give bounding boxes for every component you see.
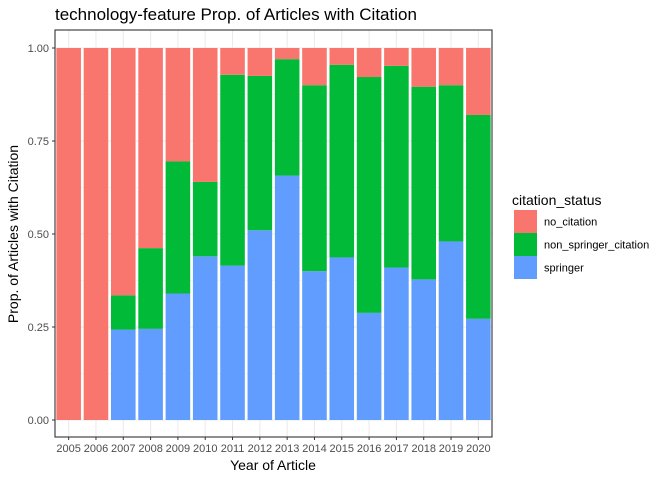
chart-title: technology-feature Prop. of Articles wit… — [55, 5, 417, 24]
x-tick-label: 2006 — [84, 443, 108, 455]
bar-non_springer_citation-2017 — [384, 65, 409, 268]
bar-no_citation-2020 — [466, 48, 491, 115]
bar-non_springer_citation-2018 — [411, 86, 437, 280]
bar-no_citation-2017 — [384, 48, 409, 66]
bar-non_springer_citation-2010 — [192, 181, 218, 257]
y-tick-label: 0.00 — [28, 415, 49, 427]
bar-non_springer_citation-2015 — [329, 64, 355, 258]
legend-label-non_springer_citation: non_springer_citation — [544, 240, 649, 252]
y-tick-label: 0.25 — [28, 322, 49, 334]
bar-no_citation-2006 — [83, 48, 109, 420]
bar-no_citation-2009 — [165, 48, 191, 162]
bar-no_citation-2005 — [56, 48, 81, 420]
bar-no_citation-2007 — [110, 48, 136, 296]
bar-springer-2016 — [356, 312, 382, 420]
x-tick-label: 2020 — [466, 443, 490, 455]
y-axis-ticks: 0.00 0.25 0.50 0.75 1.00 — [28, 43, 55, 427]
bar-no_citation-2014 — [302, 48, 327, 86]
bar-no_citation-2011 — [220, 48, 245, 75]
bar-non_springer_citation-2014 — [302, 85, 327, 272]
bar-springer-2018 — [411, 279, 437, 420]
bar-no_citation-2019 — [438, 48, 464, 86]
x-tick-label: 2014 — [302, 443, 326, 455]
bar-non_springer_citation-2011 — [220, 74, 245, 266]
x-tick-label: 2018 — [411, 443, 435, 455]
legend-label-springer: springer — [544, 263, 584, 275]
x-axis-ticks: 2005 2006 2007 2008 2009 2010 2011 2012 2013 2014… — [56, 437, 491, 455]
x-tick-label: 2007 — [111, 443, 135, 455]
legend-key-non_springer_citation — [514, 233, 537, 256]
y-tick-label: 0.50 — [28, 229, 49, 241]
legend-title: citation_status — [512, 192, 602, 208]
bar-springer-2012 — [247, 230, 273, 420]
bar-non_springer_citation-2008 — [138, 248, 163, 329]
bar-springer-2010 — [192, 256, 218, 420]
bar-springer-2011 — [220, 265, 245, 420]
bar-springer-2007 — [110, 329, 136, 420]
bar-non_springer_citation-2019 — [438, 85, 464, 242]
bar-non_springer_citation-2012 — [247, 75, 273, 231]
y-axis-title: Prop. of Articles with Citation — [5, 145, 21, 323]
bar-no_citation-2016 — [356, 48, 382, 78]
bar-no_citation-2012 — [247, 48, 273, 76]
x-tick-label: 2008 — [138, 443, 162, 455]
bar-springer-2009 — [165, 293, 191, 420]
bar-springer-2015 — [329, 257, 355, 420]
bar-non_springer_citation-2020 — [466, 114, 491, 319]
bar-non_springer_citation-2013 — [274, 59, 300, 176]
bar-springer-2019 — [438, 241, 464, 420]
bars — [54, 29, 493, 438]
y-tick-label: 1.00 — [28, 43, 49, 55]
bar-no_citation-2015 — [329, 48, 355, 65]
x-tick-label: 2009 — [166, 443, 190, 455]
bar-no_citation-2013 — [274, 48, 300, 60]
bar-springer-2014 — [302, 271, 327, 420]
x-axis-title: Year of Article — [230, 457, 316, 473]
bar-springer-2020 — [466, 318, 491, 420]
bar-springer-2013 — [274, 175, 300, 420]
x-tick-label: 2005 — [56, 443, 80, 455]
bar-no_citation-2010 — [192, 48, 218, 182]
bar-no_citation-2008 — [138, 48, 163, 249]
y-tick-label: 0.75 — [28, 136, 49, 148]
x-tick-label: 2013 — [275, 443, 299, 455]
bar-non_springer_citation-2007 — [110, 295, 136, 330]
legend-key-no_citation — [514, 210, 537, 233]
x-tick-label: 2016 — [357, 443, 381, 455]
legend-key-springer — [514, 256, 537, 279]
bar-springer-2017 — [384, 267, 409, 420]
x-tick-label: 2017 — [384, 443, 408, 455]
bar-no_citation-2018 — [411, 48, 437, 87]
x-tick-label: 2019 — [439, 443, 463, 455]
legend: citation_status no_citation non_springer_… — [512, 192, 649, 279]
x-tick-label: 2010 — [193, 443, 217, 455]
x-tick-label: 2011 — [221, 443, 245, 455]
bar-non_springer_citation-2009 — [165, 161, 191, 294]
bar-non_springer_citation-2016 — [356, 77, 382, 313]
bar-springer-2008 — [138, 328, 163, 420]
x-tick-label: 2012 — [248, 443, 272, 455]
x-tick-label: 2015 — [330, 443, 354, 455]
legend-label-no_citation: no_citation — [544, 217, 597, 229]
